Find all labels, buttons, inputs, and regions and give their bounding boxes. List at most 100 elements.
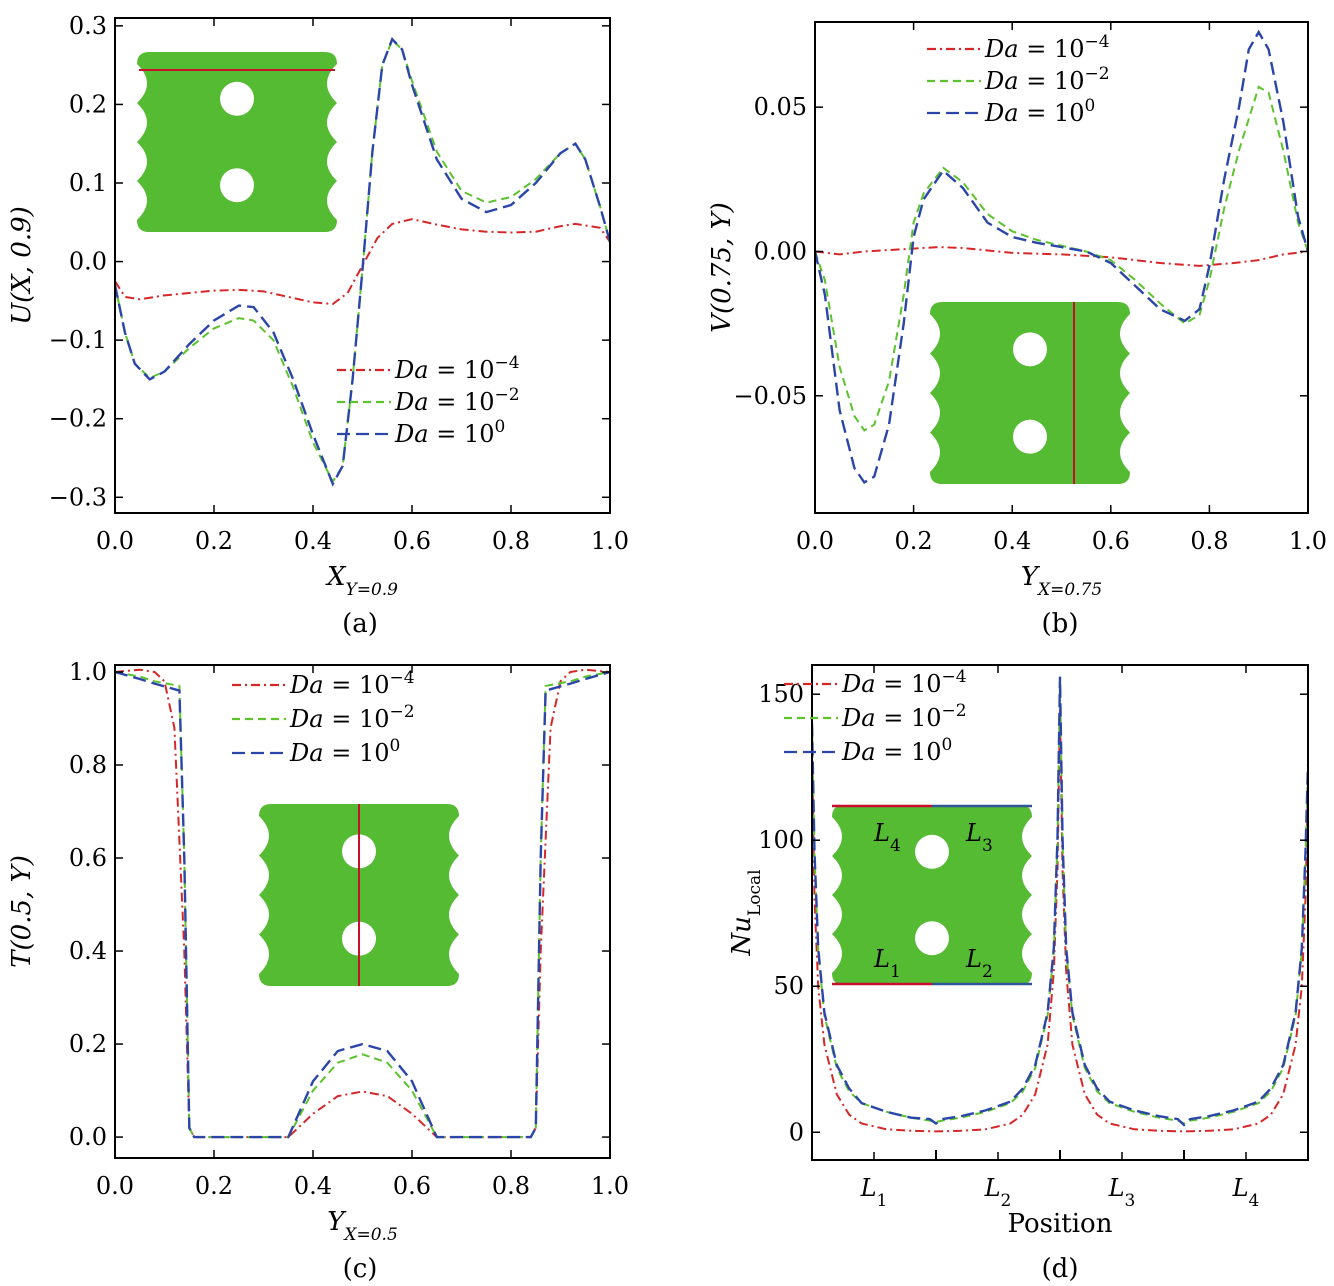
x-tick-label: 1.0 (1289, 527, 1327, 555)
legend-label: Da = 100 (841, 735, 952, 766)
x-tick-label: 0.0 (96, 1172, 134, 1200)
plot-frame (114, 664, 611, 1159)
inset-geometry (930, 302, 1130, 484)
upper-hole-circle (220, 81, 254, 116)
series-line (812, 708, 1308, 1133)
panel-caption: (c) (343, 1254, 378, 1284)
legend-label: Da = 10−4 (984, 32, 1110, 63)
series-line (115, 670, 610, 1139)
y-tick-label: 1.0 (69, 658, 107, 686)
legend-label: Da = 10−4 (394, 353, 520, 384)
legend-label: Da = 10−4 (289, 668, 415, 699)
y-tick-label: 0.8 (69, 751, 107, 779)
chart-panel: 0.0 0.2 0.4 0.6 0.8 1.0 −0.3 −0.2 −0.1 0.0 0.1 0.2 0… (7, 12, 629, 639)
x-tick-label: 0.0 (796, 527, 834, 555)
legend-label: Da = 100 (289, 736, 400, 767)
legend: Da = 10−4Da = 10−2Da = 100 (337, 353, 520, 448)
legend-label: Da = 10−2 (841, 701, 967, 732)
inset-wall-label: L2 (965, 945, 993, 982)
y-axis-label: U(X, 0.9) (7, 206, 37, 325)
x-tick-label: 0.4 (294, 1172, 332, 1200)
series-line (815, 29, 1308, 484)
x-tick-label: 0.2 (195, 527, 233, 555)
x-tick-label: 0.8 (492, 1172, 530, 1200)
y-tick-label: 150 (758, 680, 804, 708)
y-tick-label: 0 (789, 1118, 804, 1146)
x-tick-label: 0.2 (895, 527, 933, 555)
panel-caption: (b) (1042, 609, 1079, 639)
y-axis-label: V(0.75, Y) (707, 202, 737, 333)
series-line (115, 38, 610, 484)
x-tick-label: 1.0 (591, 527, 629, 555)
legend-label: Da = 10−2 (984, 64, 1110, 95)
y-tick-label: −0.1 (49, 326, 107, 354)
y-tick-label: 0.6 (69, 844, 107, 872)
legend: Da = 10−4Da = 10−2Da = 100 (927, 32, 1110, 127)
plot-frame (114, 17, 611, 514)
series-line (812, 676, 1308, 1127)
lower-hole-circle (220, 168, 254, 203)
y-tick-label: 0.2 (69, 90, 107, 118)
x-tick-label: 0.8 (1190, 527, 1228, 555)
upper-hole-circle (915, 834, 949, 869)
y-tick-label: 100 (758, 826, 804, 854)
y-tick-label: 0.1 (69, 169, 107, 197)
legend-label: Da = 100 (984, 96, 1095, 127)
x-tick-label: L1 (860, 1174, 888, 1211)
porous-domain-shape (832, 805, 1032, 985)
y-tick-label: 0.0 (69, 1123, 107, 1151)
x-tick-label: 0.6 (393, 527, 431, 555)
inset-wall-label: L1 (873, 945, 901, 982)
y-axis-label: T(0.5, Y) (7, 855, 37, 968)
x-tick-label: 0.0 (96, 527, 134, 555)
y-tick-label: 0.3 (69, 12, 107, 40)
chart-panel: 0.0 0.2 0.4 0.6 0.8 1.0 0.0 0.2 0.4 0.6 0.8 1.0 YX=0… (7, 658, 629, 1284)
lower-hole-circle (915, 921, 949, 956)
series-line (115, 668, 610, 1139)
legend-label: Da = 100 (394, 417, 505, 448)
series-line (815, 246, 1308, 267)
series-line (815, 85, 1308, 432)
y-tick-label: 0.00 (754, 237, 807, 265)
series-line (115, 218, 610, 306)
series-line (115, 37, 610, 487)
x-tick-label: L3 (1108, 1174, 1136, 1211)
chart-panel: 0.0 0.2 0.4 0.6 0.8 1.0 −0.05 0.00 0.05 YX=0.75 V(… (707, 21, 1327, 639)
x-axis-label: XY=0.9 (325, 562, 398, 600)
inset-geometry: L4 L3 L1 L2 (832, 804, 1032, 986)
x-axis-label: YX=0.5 (327, 1207, 398, 1245)
inset-geometry (137, 52, 337, 232)
inset-wall-label: L4 (873, 819, 901, 856)
x-axis-label: Position (1008, 1209, 1113, 1239)
x-tick-label: 0.4 (993, 527, 1031, 555)
panel-caption: (a) (342, 609, 378, 639)
y-tick-label: 0.0 (69, 248, 107, 276)
x-tick-label: 0.8 (492, 527, 530, 555)
legend: Da = 10−4Da = 10−2Da = 100 (784, 667, 967, 766)
inset-geometry (259, 804, 459, 986)
upper-hole-circle (1013, 332, 1047, 367)
y-tick-label: −0.3 (49, 483, 107, 511)
y-tick-label: 50 (773, 972, 804, 1000)
porous-domain-shape (930, 302, 1130, 484)
y-tick-label: −0.05 (733, 382, 807, 410)
lower-hole-circle (1013, 419, 1047, 454)
porous-domain-shape (137, 52, 337, 232)
plot-frame (814, 21, 1309, 514)
x-tick-label: 0.6 (1092, 527, 1130, 555)
x-axis-label: YX=0.75 (1021, 562, 1102, 600)
y-tick-label: −0.2 (49, 405, 107, 433)
legend: Da = 10−4Da = 10−2Da = 100 (232, 668, 415, 767)
legend-label: Da = 10−2 (394, 385, 520, 416)
x-tick-label: 0.2 (195, 1172, 233, 1200)
legend-label: Da = 10−2 (289, 702, 415, 733)
legend-label: Da = 10−4 (841, 667, 967, 698)
x-tick-label: 0.6 (393, 1172, 431, 1200)
x-tick-label: L4 (1232, 1174, 1260, 1211)
inset-wall-label: L3 (965, 819, 993, 856)
y-tick-label: 0.4 (69, 937, 107, 965)
y-tick-label: 0.2 (69, 1030, 107, 1058)
panel-caption: (d) (1042, 1254, 1079, 1284)
